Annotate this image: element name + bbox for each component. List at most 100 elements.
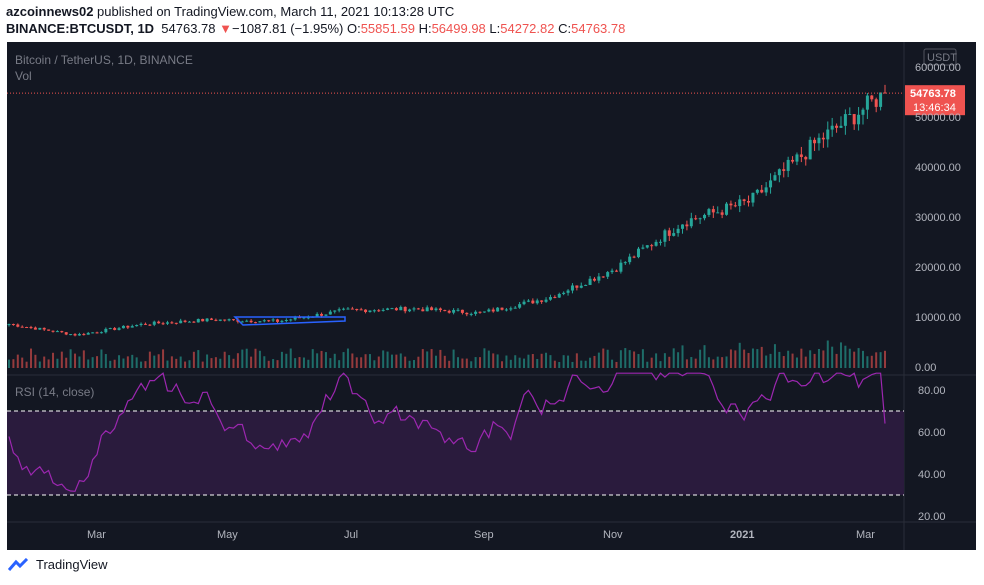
- price-candle: [425, 307, 429, 312]
- volume-bar: [857, 348, 860, 368]
- price-candle: [104, 328, 108, 333]
- time-axis-tick: May: [217, 529, 238, 541]
- price-candle: [707, 209, 711, 215]
- volume-bar: [162, 349, 165, 368]
- price-candle: [874, 99, 878, 107]
- price-candle: [597, 276, 601, 281]
- price-candle: [764, 187, 768, 193]
- rsi-axis-tick: 20.00: [918, 511, 946, 523]
- price-candle: [152, 321, 156, 325]
- volume-bar: [316, 353, 319, 368]
- volume-bar: [523, 358, 526, 368]
- volume-bar: [342, 352, 345, 368]
- rsi-line: [8, 372, 886, 492]
- volume-bar: [589, 357, 592, 368]
- volume-bar: [87, 359, 90, 368]
- price-candle: [245, 320, 249, 322]
- price-candle: [570, 285, 574, 291]
- volume-bar: [795, 357, 798, 368]
- price-candle: [716, 212, 720, 214]
- price-candle: [755, 189, 759, 193]
- price-candle: [139, 323, 143, 325]
- volume-bar: [624, 348, 627, 368]
- volume-bar: [60, 351, 63, 368]
- volume-bar: [646, 361, 649, 368]
- volume-bar: [558, 361, 561, 368]
- open-label: O:: [346, 21, 361, 36]
- price-candle: [381, 309, 385, 311]
- volume-bar: [826, 340, 829, 368]
- price-candle: [725, 203, 729, 215]
- volume-bar: [831, 346, 834, 368]
- volume-bar: [192, 351, 195, 368]
- volume-bar: [848, 348, 851, 368]
- volume-bar: [729, 349, 732, 368]
- author-name[interactable]: azcoinnews02: [6, 4, 94, 19]
- ohlc-legend: BINANCE:BTCUSDT, 1D 54763.78 ▼−1087.81 (…: [6, 21, 625, 36]
- volume-bar: [346, 348, 349, 368]
- volume-bar: [685, 359, 688, 368]
- price-candle: [729, 203, 733, 206]
- volume-bar: [483, 348, 486, 368]
- volume-bar: [611, 359, 614, 368]
- price-candle: [29, 327, 33, 329]
- volume-bar: [580, 360, 583, 368]
- volume-bar: [545, 352, 548, 368]
- price-candle: [11, 324, 15, 326]
- price-candle: [350, 308, 354, 310]
- volume-bar: [650, 357, 653, 368]
- price-candle: [857, 114, 861, 125]
- volume-bar: [109, 360, 112, 368]
- price-candle: [447, 310, 451, 313]
- volume-bar: [536, 358, 539, 368]
- volume-bar: [390, 354, 393, 368]
- volume-bar: [417, 356, 420, 368]
- price-candle: [187, 321, 191, 323]
- volume-bar: [302, 357, 305, 368]
- price-candle: [368, 310, 372, 312]
- volume-bar: [320, 350, 323, 368]
- volume-bar: [426, 351, 429, 368]
- price-candle: [399, 306, 403, 311]
- price-candle: [513, 307, 517, 309]
- volume-bar: [104, 354, 107, 368]
- price-candle: [592, 278, 596, 281]
- price-candle: [791, 159, 795, 162]
- price-candle: [496, 307, 500, 312]
- price-candle: [491, 309, 495, 312]
- volume-bar: [681, 345, 684, 368]
- brand-name: TradingView: [36, 557, 108, 572]
- volume-bar: [804, 356, 807, 368]
- price-candle: [628, 256, 632, 263]
- volume-bar: [465, 358, 468, 368]
- volume-bar: [294, 358, 297, 368]
- price-candle: [315, 313, 319, 317]
- price-candle: [848, 114, 852, 116]
- price-candle: [223, 319, 227, 321]
- chart-area[interactable]: 54763.78 13:46:34 USDT 60000.00 50000.00 4000…: [7, 42, 976, 550]
- price-candle: [157, 321, 161, 324]
- price-candle: [258, 321, 262, 323]
- tradingview-footer[interactable]: TradingView: [8, 557, 108, 572]
- volume-bar: [549, 355, 552, 368]
- volume-bar: [285, 353, 288, 368]
- volume-bar: [787, 350, 790, 368]
- volume-bar: [153, 355, 156, 368]
- price-candle: [161, 323, 165, 325]
- volume-bar: [822, 350, 825, 368]
- price-candle: [694, 218, 698, 220]
- volume-bar: [16, 354, 19, 368]
- price-candle: [289, 319, 293, 321]
- volume-bar: [250, 356, 253, 368]
- price-candle: [645, 245, 649, 248]
- volume-bar: [817, 348, 820, 368]
- price-candle: [113, 328, 117, 330]
- price-candle: [738, 199, 742, 207]
- countdown-timer: 13:46:34: [913, 102, 956, 114]
- price-candle: [548, 297, 552, 300]
- chart-title: Bitcoin / TetherUS, 1D, BINANCE: [15, 53, 193, 67]
- price-candle: [271, 319, 275, 321]
- volume-bar: [47, 359, 50, 368]
- price-candle: [808, 139, 812, 160]
